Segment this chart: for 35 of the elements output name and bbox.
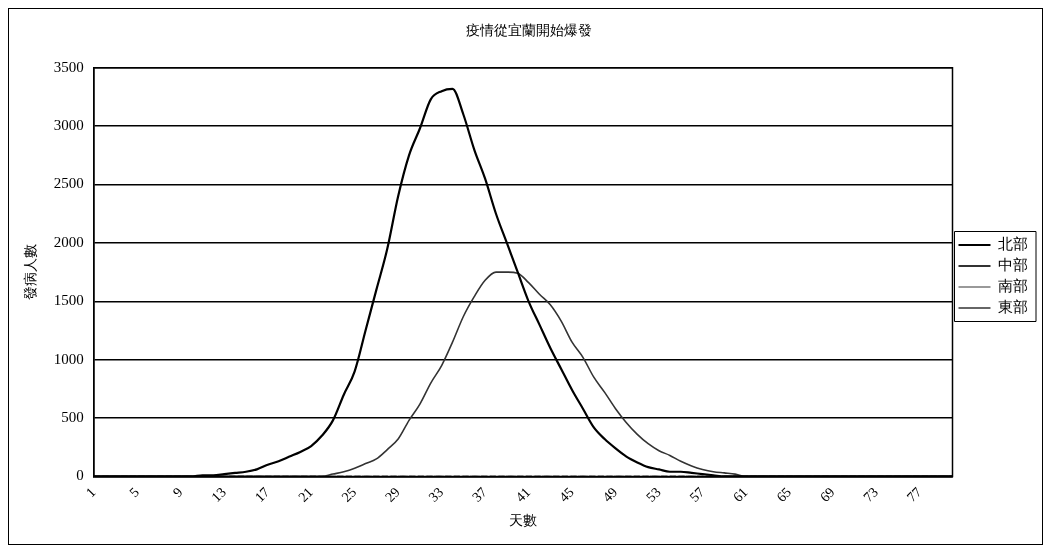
x-tick-label: 5 bbox=[126, 484, 142, 501]
chart-title: 疫情從宜蘭開始爆發 bbox=[465, 22, 592, 39]
x-tick-label: 29 bbox=[382, 484, 403, 505]
x-tick-label: 37 bbox=[469, 484, 490, 505]
x-axis-title: 天數 bbox=[509, 512, 538, 529]
legend-label: 南部 bbox=[998, 276, 1028, 295]
legend-label: 中部 bbox=[998, 255, 1028, 274]
y-tick-label: 3000 bbox=[53, 117, 84, 134]
x-tick-label: 41 bbox=[512, 484, 534, 505]
x-tick-label: 73 bbox=[860, 484, 882, 505]
y-tick-label: 1000 bbox=[53, 350, 84, 367]
legend-label: 東部 bbox=[998, 297, 1028, 316]
x-tick-label: 77 bbox=[904, 484, 925, 505]
x-tick-label: 49 bbox=[599, 484, 621, 505]
x-tick-label: 65 bbox=[773, 484, 795, 505]
x-tick-label: 69 bbox=[817, 484, 838, 505]
y-tick-label: 3500 bbox=[53, 58, 84, 75]
y-tick-label: 1500 bbox=[53, 292, 84, 309]
y-tick-label: 2000 bbox=[53, 233, 84, 250]
x-tick-label: 53 bbox=[643, 484, 664, 505]
x-tick-label: 57 bbox=[686, 484, 708, 505]
y-axis-title: 發病人數 bbox=[22, 244, 39, 301]
x-tick-label: 13 bbox=[208, 484, 229, 505]
y-tick-label: 500 bbox=[61, 408, 84, 425]
x-tick-label: 25 bbox=[338, 484, 360, 505]
x-tick-label: 9 bbox=[169, 484, 186, 501]
x-tick-label: 1 bbox=[82, 484, 99, 501]
y-tick-label: 2500 bbox=[53, 175, 84, 192]
x-tick-label: 17 bbox=[251, 484, 273, 505]
x-tick-label: 45 bbox=[556, 484, 577, 505]
x-tick-label: 33 bbox=[425, 484, 447, 505]
x-tick-label: 61 bbox=[730, 484, 751, 505]
x-tick-label: 21 bbox=[295, 484, 316, 505]
legend-label: 北部 bbox=[998, 234, 1028, 253]
y-tick-label: 0 bbox=[76, 467, 84, 484]
